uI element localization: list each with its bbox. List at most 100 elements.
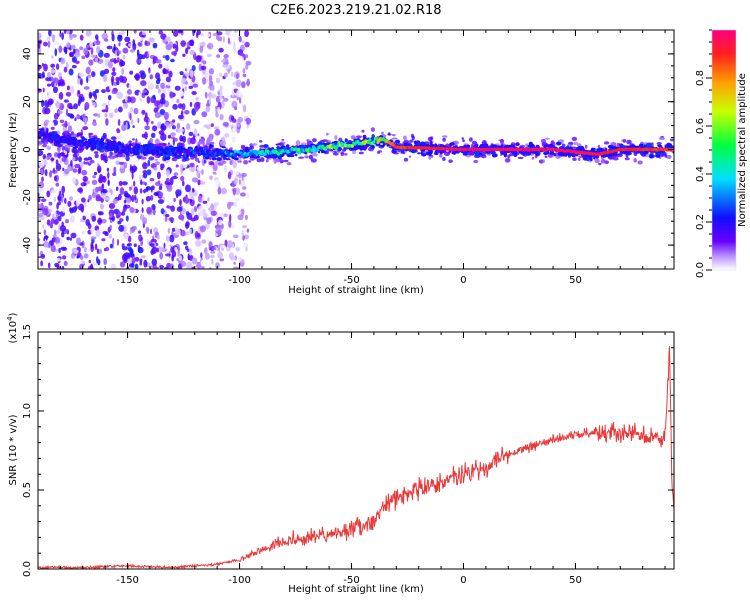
spectrogram-noise-cell — [43, 41, 48, 47]
spectrogram-noise-cell — [221, 187, 227, 195]
spectrogram-halo-cell — [298, 156, 305, 159]
spectrogram-noise-cell — [149, 137, 154, 144]
spectrogram-halo-cell — [361, 129, 365, 133]
spectrogram-noise-cell — [118, 42, 121, 47]
spectrogram-noise-cell — [89, 159, 95, 164]
spectrogram-noise-cell — [245, 202, 250, 207]
spectrogram-noise-cell — [246, 78, 250, 87]
spectrogram-noise-cell — [201, 41, 206, 48]
spectrogram-noise-cell — [86, 76, 89, 84]
spectrogram-halo-cell — [66, 145, 71, 149]
spectrogram-noise-cell — [124, 95, 128, 103]
spectrogram-noise-cell — [108, 188, 111, 193]
spectrogram-noise-cell — [91, 71, 96, 78]
spectrogram-noise-cell — [38, 203, 43, 209]
spectrogram-noise-cell — [119, 50, 122, 55]
spectrogram-noise-cell — [155, 79, 161, 85]
spectrogram-noise-cell — [92, 192, 96, 199]
spectrogram-halo-cell — [626, 139, 632, 145]
spectrogram-noise-cell — [238, 256, 242, 262]
spectrogram-noise-cell — [211, 84, 215, 91]
spectrogram-noise-cell — [233, 201, 238, 208]
spectrogram-noise-cell — [50, 69, 56, 74]
spectrogram-noise-cell — [216, 31, 223, 36]
spectrogram-noise-cell — [210, 123, 214, 127]
spectrogram-noise-cell — [137, 42, 143, 47]
spectrogram-noise-cell — [233, 266, 240, 269]
spectrogram-noise-cell — [125, 121, 128, 130]
spectrogram-noise-cell — [65, 219, 69, 224]
spectrogram-noise-cell — [112, 172, 117, 176]
spectrogram-band-cell — [643, 150, 648, 155]
spectrogram-noise-cell — [195, 240, 202, 247]
spectrogram-noise-cell — [218, 219, 223, 226]
spectrogram-noise-cell — [38, 32, 42, 40]
spectrogram-noise-cell — [165, 44, 172, 51]
spectrogram-noise-cell — [123, 258, 128, 264]
spectrogram-ridge-cell — [188, 151, 192, 155]
spectrogram-noise-cell — [194, 206, 197, 213]
spectrogram-noise-cell — [182, 180, 185, 187]
spectrogram-noise-cell — [121, 243, 125, 248]
spectrogram-noise-cell — [221, 59, 226, 63]
spectrogram-noise-cell — [151, 99, 154, 103]
spectrogram-halo-cell — [568, 141, 574, 145]
spectrogram-noise-cell — [140, 255, 147, 259]
spectrogram-noise-cell — [91, 262, 98, 266]
spectrogram-noise-cell — [163, 69, 169, 75]
spectrogram-halo-cell — [181, 158, 187, 162]
spectrogram-noise-cell — [170, 205, 176, 212]
spectrogram-halo-cell — [462, 139, 465, 143]
spectrogram-noise-cell — [141, 31, 146, 36]
spectrogram-noise-cell — [164, 122, 170, 127]
snr-xlabel: Height of straight line (km) — [288, 584, 424, 595]
spectrogram-noise-cell — [144, 125, 150, 130]
spectrogram-noise-cell — [220, 140, 226, 147]
spectrogram-noise-cell — [93, 113, 99, 117]
spectrogram-halo-cell — [103, 151, 107, 156]
spectrogram-noise-cell — [140, 179, 143, 186]
spectrogram-noise-cell — [224, 165, 228, 173]
spectrogram-noise-cell — [214, 179, 221, 187]
spectrogram-noise-cell — [88, 194, 92, 201]
spectrogram-noise-cell — [126, 89, 132, 95]
spectrogram-noise-cell — [233, 30, 238, 33]
spectrogram-noise-cell — [44, 169, 48, 177]
snr-xtick-label: -50 — [343, 575, 359, 586]
spectrogram-noise-cell — [192, 30, 195, 37]
spectrogram-ridge-cell — [336, 144, 340, 148]
spectrogram-halo-cell — [248, 160, 252, 163]
spectrogram-noise-cell — [146, 186, 149, 191]
spectrogram-noise-cell — [136, 49, 140, 56]
spectrogram-noise-cell — [98, 176, 103, 184]
spectrogram-noise-cell — [177, 30, 183, 34]
spectrogram-noise-cell — [121, 67, 125, 76]
spectrogram-noise-cell — [38, 66, 41, 71]
spectrogram-noise-cell — [215, 77, 221, 84]
spectrogram-noise-cell — [45, 235, 48, 241]
spectrogram-noise-cell — [179, 163, 184, 170]
spectrogram-noise-cell — [87, 199, 90, 203]
spectrogram-noise-cell — [170, 132, 176, 137]
spectrogram-noise-cell — [41, 63, 45, 67]
spectrogram-band-cell — [54, 141, 58, 147]
spectrogram-noise-cell — [152, 125, 158, 132]
spectrogram-noise-cell — [97, 113, 101, 118]
spectrogram-band-cell — [636, 150, 641, 154]
spectrogram-noise-cell — [164, 113, 168, 121]
spectrogram-noise-cell — [95, 89, 99, 94]
spectrogram-noise-cell — [93, 40, 97, 45]
spectrogram-noise-cell — [112, 198, 118, 205]
spectrogram-band-cell — [223, 154, 228, 158]
spectrogram-noise-cell — [48, 30, 52, 37]
spectrogram-band-cell — [593, 156, 596, 160]
spectrogram-noise-cell — [61, 156, 67, 163]
spectrogram-heatmap — [38, 30, 674, 269]
spectrogram-ridge-cell — [233, 149, 238, 154]
spectrogram-noise-cell — [189, 49, 195, 56]
spectrogram-noise-cell — [146, 206, 152, 214]
spectrogram-noise-cell — [94, 243, 98, 251]
spectrogram-band-cell — [655, 152, 660, 156]
spectrogram-halo-cell — [208, 161, 215, 166]
spectrogram-xtick-label: -150 — [116, 275, 139, 286]
